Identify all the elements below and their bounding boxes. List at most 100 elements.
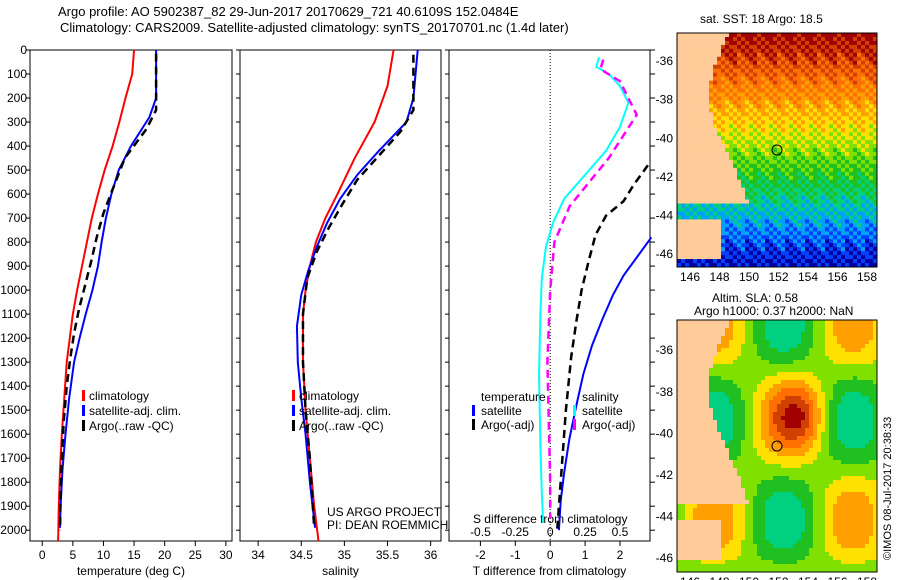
map-cell <box>733 320 738 325</box>
map-cell <box>817 420 822 425</box>
map-cell <box>677 179 682 185</box>
map-cell <box>845 424 850 429</box>
map-cell <box>697 76 702 81</box>
map-cell <box>741 104 746 109</box>
map-cell <box>809 100 814 105</box>
map-cell <box>825 195 830 200</box>
map-cell <box>681 124 686 129</box>
map-cell <box>845 259 850 264</box>
map-cell <box>829 372 834 377</box>
map-cell <box>693 444 698 449</box>
map-cell <box>801 424 806 429</box>
map-cell <box>701 396 706 401</box>
map-cell <box>841 412 846 417</box>
map-cell <box>769 112 774 117</box>
map-cell <box>805 436 810 441</box>
map-cell <box>749 251 754 256</box>
map-cell <box>705 207 710 212</box>
map-cell <box>725 80 730 85</box>
map-cell <box>793 191 798 196</box>
map-cell <box>753 191 758 196</box>
map-cell <box>693 88 698 93</box>
map-cell <box>737 448 742 453</box>
map-cell <box>801 348 806 353</box>
map-cell <box>837 155 842 161</box>
map-cell <box>869 336 874 341</box>
map-cell <box>697 360 702 365</box>
map-cell <box>713 392 718 397</box>
map-cell <box>797 203 802 208</box>
map-cell <box>773 207 778 212</box>
map-cell <box>797 108 802 113</box>
x-tick-label: 5 <box>70 548 77 562</box>
map-cell <box>821 100 826 105</box>
map-cell <box>745 148 750 153</box>
map-cell <box>749 247 754 252</box>
map-cell <box>697 112 702 117</box>
map-cell <box>713 44 718 50</box>
map-cell <box>773 416 778 421</box>
map-cell <box>785 251 790 256</box>
map-cell <box>761 372 766 377</box>
map-cell <box>869 408 874 413</box>
map-cell <box>765 108 770 113</box>
map-cell <box>713 56 718 62</box>
map-cell <box>813 259 818 264</box>
map-cell <box>721 436 726 441</box>
map-cell <box>785 344 790 349</box>
map-cell <box>741 412 746 417</box>
map-cell <box>765 76 770 81</box>
map-cell <box>869 344 874 349</box>
map-cell <box>705 255 710 260</box>
map-cell <box>833 40 838 46</box>
map-cell <box>861 432 866 437</box>
map-cell <box>713 263 718 268</box>
map-cell <box>845 187 850 192</box>
map-cell <box>861 344 866 349</box>
map-cell <box>853 215 858 220</box>
map-cell <box>737 40 742 46</box>
map-cell <box>685 88 690 93</box>
map-cell <box>689 163 694 169</box>
map-cell <box>677 120 682 125</box>
map-cell <box>717 151 722 157</box>
map-cell <box>705 163 710 169</box>
map-cell <box>841 132 846 137</box>
map-cell <box>733 428 738 433</box>
map-cell <box>769 120 774 125</box>
map-cell <box>857 448 862 453</box>
map-cell <box>749 132 754 137</box>
map-cell <box>713 412 718 417</box>
map-cell <box>765 187 770 192</box>
map-cell <box>685 416 690 421</box>
map-cell <box>781 452 786 457</box>
map-cell <box>817 356 822 361</box>
map-cell <box>753 128 758 133</box>
map-cell <box>753 444 758 449</box>
map-cell <box>813 428 818 433</box>
map-cell <box>737 179 742 185</box>
map-cell <box>805 384 810 389</box>
map-cell <box>677 408 682 413</box>
map-cell <box>725 76 730 81</box>
map-cell <box>765 263 770 268</box>
map-cell <box>837 340 842 345</box>
map-cell <box>769 80 774 85</box>
map-cell <box>689 52 694 58</box>
map-cell <box>761 388 766 393</box>
map-cell <box>733 128 738 133</box>
map-cell <box>869 207 874 212</box>
map-cell <box>817 112 822 117</box>
map-cell <box>769 72 774 77</box>
map-cell <box>809 380 814 385</box>
map-cell <box>765 136 770 141</box>
map-cell <box>689 424 694 429</box>
map-cell <box>677 255 682 260</box>
map-cell <box>785 163 790 169</box>
map-cell <box>745 448 750 453</box>
map-cell <box>697 187 702 192</box>
map-cell <box>865 320 870 325</box>
map-cell <box>857 144 862 149</box>
map-cell <box>765 396 770 401</box>
map-cell <box>757 148 762 153</box>
